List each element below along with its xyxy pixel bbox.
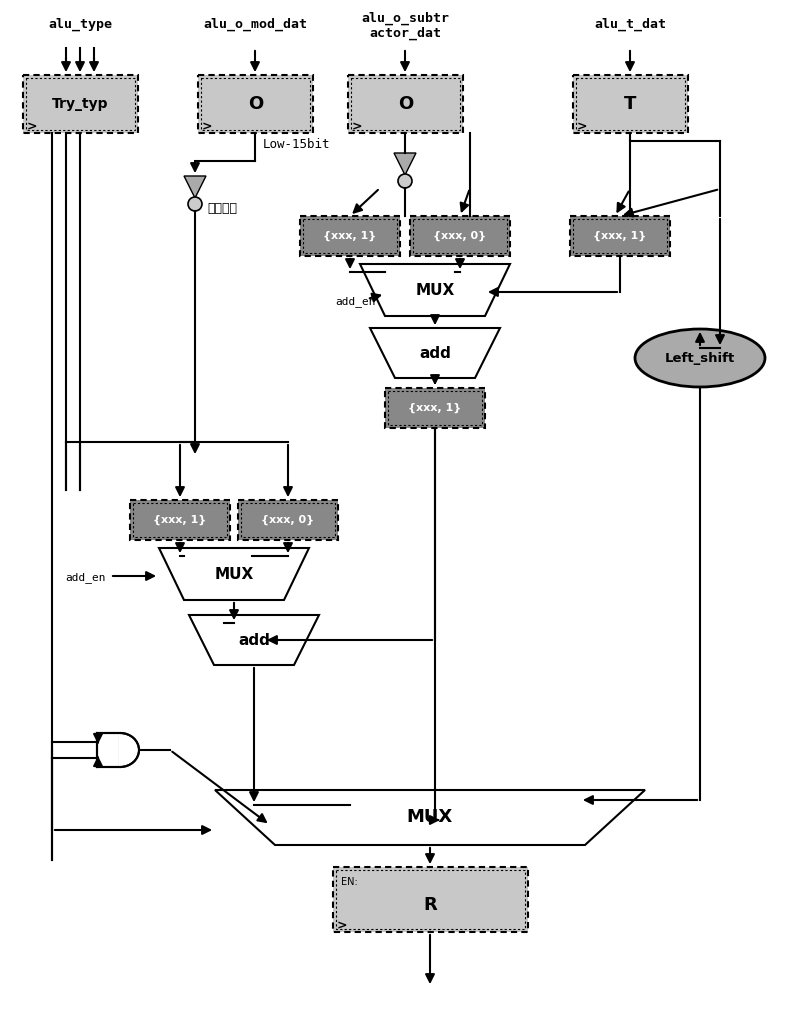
Bar [23, 75, 138, 133]
Ellipse shape [635, 329, 765, 387]
Bar [241, 503, 335, 537]
Text: {xxx, 1}: {xxx, 1} [323, 231, 377, 241]
Polygon shape [189, 615, 319, 665]
Polygon shape [360, 264, 510, 316]
Text: MUX: MUX [415, 283, 454, 297]
Bar [388, 391, 482, 425]
Bar [570, 215, 670, 256]
Bar [573, 219, 667, 253]
Text: O: O [248, 95, 263, 113]
Bar [26, 78, 135, 130]
Text: >: > [352, 120, 362, 134]
Circle shape [398, 174, 412, 188]
Bar [303, 219, 397, 253]
Bar [130, 500, 230, 540]
Text: O: O [398, 95, 413, 113]
Bar [97, 733, 120, 767]
Text: >: > [202, 120, 213, 134]
Text: {xxx, 0}: {xxx, 0} [262, 515, 314, 525]
Polygon shape [215, 790, 645, 845]
Text: {xxx, 1}: {xxx, 1} [594, 231, 646, 241]
Text: T: T [624, 95, 637, 113]
Text: alu_o_mod_dat: alu_o_mod_dat [203, 18, 307, 31]
Polygon shape [184, 176, 206, 198]
Bar [410, 215, 510, 256]
Text: add_en: add_en [65, 573, 106, 583]
Text: actor_dat: actor_dat [369, 27, 441, 40]
Bar [201, 78, 310, 130]
Polygon shape [370, 328, 500, 378]
Text: add_en: add_en [335, 296, 375, 308]
Bar [413, 219, 507, 253]
Text: {xxx, 0}: {xxx, 0} [434, 231, 486, 241]
Text: Low-15bit: Low-15bit [263, 138, 330, 151]
Text: >: > [27, 120, 38, 134]
Text: >: > [337, 920, 347, 932]
Text: >: > [577, 120, 587, 134]
Text: {xxx, 1}: {xxx, 1} [408, 403, 462, 413]
Bar [573, 75, 688, 133]
Bar [238, 500, 338, 540]
Text: add: add [238, 633, 270, 648]
Text: add: add [419, 345, 451, 361]
Text: alu_type: alu_type [48, 18, 112, 31]
Bar [351, 78, 460, 130]
Bar [348, 75, 463, 133]
Circle shape [188, 197, 202, 211]
Bar [198, 75, 313, 133]
Polygon shape [394, 153, 416, 175]
Text: alu_o_subtr: alu_o_subtr [361, 12, 449, 25]
Text: 按位取反: 按位取反 [207, 201, 237, 214]
Text: EN:: EN: [341, 877, 358, 887]
Bar [336, 870, 525, 929]
Text: Try_typ: Try_typ [52, 97, 109, 111]
Text: MUX: MUX [407, 808, 453, 827]
Text: alu_t_dat: alu_t_dat [594, 18, 666, 31]
Text: Left_shift: Left_shift [665, 351, 735, 365]
Bar [333, 867, 528, 932]
Text: MUX: MUX [214, 567, 254, 581]
Bar [385, 388, 485, 428]
Text: {xxx, 1}: {xxx, 1} [154, 515, 206, 525]
Bar [133, 503, 227, 537]
Polygon shape [120, 733, 139, 767]
Bar [300, 215, 400, 256]
Text: R: R [424, 895, 438, 914]
Bar [576, 78, 685, 130]
Polygon shape [159, 548, 309, 600]
